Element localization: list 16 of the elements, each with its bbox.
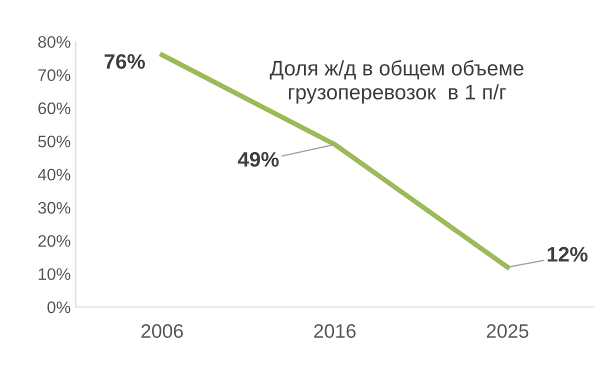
text: 76% xyxy=(104,54,145,69)
y-tick-label: 30% xyxy=(38,202,70,214)
x-tick-label: 2025 xyxy=(486,324,528,338)
y-tick-label: 80% xyxy=(38,36,70,48)
x-tick-label: 2006 xyxy=(141,324,183,338)
y-tick-label: 40% xyxy=(38,168,70,181)
y-tick-label: 0% xyxy=(47,301,70,314)
text: 12% xyxy=(548,246,588,262)
x-tick-label: 2016 xyxy=(314,324,356,338)
y-tick-label: 70% xyxy=(38,69,70,82)
y-tick-label: 60% xyxy=(38,102,70,114)
y-tick-label: 10% xyxy=(38,268,70,280)
y-tick-label: 20% xyxy=(38,235,70,247)
text: 49% xyxy=(238,152,279,167)
y-tick-label: 50% xyxy=(38,136,70,148)
text: Доля ж/д в общем объеме грузоперевозок в 1 п/г xyxy=(270,60,524,104)
